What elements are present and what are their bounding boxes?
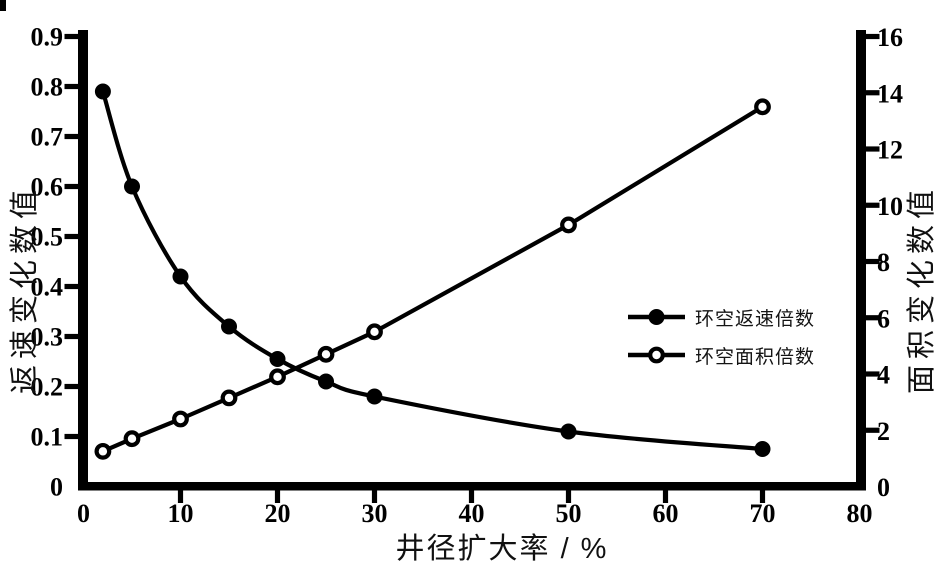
x-tick — [177, 490, 184, 503]
data-point-area — [172, 410, 189, 428]
y-right-tick-label: 2 — [877, 417, 890, 446]
data-point-area — [123, 430, 141, 448]
y-right-tick-label: 10 — [877, 192, 903, 221]
legend-label-area: 环空面积倍数 — [695, 346, 816, 368]
x-tick-label: 80 — [847, 499, 873, 528]
x-tick-label: 10 — [168, 499, 194, 528]
y-right-tick — [866, 146, 880, 152]
x-tick-label: 50 — [556, 499, 582, 528]
y-right-tick — [866, 315, 880, 321]
y-left-tick-label: 0.7 — [31, 123, 64, 152]
y-right-tick — [866, 33, 880, 40]
y-axis-left-label: 返速变化数值 — [9, 183, 41, 395]
data-point-velocity — [221, 318, 237, 335]
x-tick — [662, 490, 669, 503]
x-tick-label: 60 — [653, 499, 679, 528]
y-left-tick — [64, 233, 78, 240]
y-left-tick — [64, 83, 78, 90]
data-point-area — [754, 98, 771, 116]
data-point-area — [366, 323, 383, 341]
legend: 环空返速倍数 环空面积倍数 — [628, 302, 815, 378]
x-tick-label: 40 — [459, 499, 485, 528]
filled-circle-marker-icon — [628, 306, 685, 328]
x-tick — [371, 490, 378, 503]
y-axis-right-spine — [856, 30, 866, 491]
series-area-line — [100, 104, 765, 454]
y-left-tick — [64, 433, 78, 440]
y-right-tick — [866, 202, 880, 208]
x-tick-label: 70 — [750, 499, 776, 528]
x-tick — [565, 490, 572, 503]
y-left-tick — [64, 383, 78, 390]
data-point-area — [269, 368, 286, 386]
x-tick — [468, 490, 475, 503]
y-left-tick — [64, 283, 78, 290]
y-right-tick-label: 8 — [877, 248, 890, 277]
data-point-area — [560, 216, 577, 234]
scan-corner-mark — [0, 0, 6, 11]
x-tick-label: 30 — [362, 499, 388, 528]
data-point-area — [94, 442, 112, 460]
y-right-tick-label: 6 — [877, 304, 890, 333]
y-right-tick-label: 4 — [877, 361, 890, 390]
data-point-velocity — [94, 83, 111, 100]
y-right-tick-label: 0 — [877, 473, 890, 502]
y-left-tick-label: 0.2 — [31, 373, 64, 402]
y-right-tick-label: 12 — [877, 136, 903, 165]
y-right-tick — [866, 371, 880, 377]
data-point-area — [317, 345, 335, 363]
y-axis-right-label: 面积变化数值 — [906, 183, 938, 395]
open-circle-marker-icon — [628, 344, 685, 366]
y-right-tick — [866, 258, 880, 265]
data-point-velocity — [754, 441, 771, 457]
y-right-tick-label: 14 — [877, 79, 903, 108]
x-tick — [274, 490, 281, 503]
data-point-velocity — [269, 351, 286, 367]
y-right-tick — [866, 90, 880, 96]
x-tick-label: 0 — [77, 499, 90, 528]
y-left-tick-label: 0.6 — [31, 173, 64, 202]
data-point-area — [220, 389, 238, 407]
x-tick — [759, 490, 766, 503]
data-point-velocity — [318, 373, 334, 390]
data-point-velocity — [124, 178, 140, 195]
y-left-tick-label: 0.3 — [31, 323, 64, 352]
data-point-velocity — [560, 423, 577, 440]
tick-labels: 0 0.1 0.2 0.3 0.4 0.5 0.6 0.7 0.8 0.9 0 2 4 6 8 10 12 14 1… — [31, 23, 904, 529]
x-axis-label: 井径扩大率 / % — [395, 533, 609, 565]
x-tick-label: 20 — [265, 499, 291, 528]
x-axis-spine — [78, 482, 866, 491]
y-left-tick-label: 0.1 — [31, 423, 64, 452]
y-left-tick-label: 0.8 — [31, 73, 64, 102]
legend-item-velocity: 环空返速倍数 — [628, 302, 815, 332]
y-left-tick-label: 0.9 — [31, 23, 64, 52]
y-left-tick — [64, 33, 78, 40]
y-right-tick-label: 16 — [877, 23, 903, 52]
y-left-tick-label: 0 — [50, 473, 63, 502]
y-left-tick-label: 0.4 — [31, 273, 64, 302]
legend-label-velocity: 环空返速倍数 — [695, 308, 816, 330]
y-axis-left-spine — [78, 30, 88, 491]
y-left-tick — [64, 333, 78, 340]
y-left-tick — [64, 183, 78, 190]
data-point-velocity — [172, 268, 189, 285]
legend-item-area: 环空面积倍数 — [628, 340, 815, 370]
y-left-tick — [64, 133, 78, 140]
y-left-tick-label: 0.5 — [31, 223, 64, 252]
y-right-tick — [866, 427, 880, 433]
series-velocity-line — [100, 89, 765, 452]
data-point-velocity — [366, 388, 383, 405]
